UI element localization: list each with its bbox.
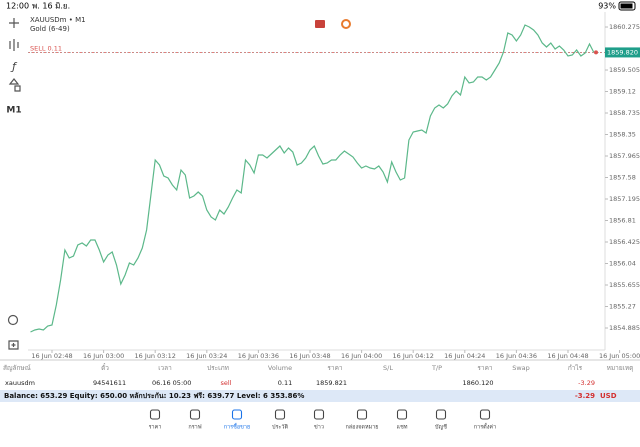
price-line-series <box>30 24 595 333</box>
tab-label[interactable]: ราคา <box>149 425 162 431</box>
tab-icon[interactable] <box>435 409 447 420</box>
tab-label[interactable]: การตั้งค่า <box>474 423 496 431</box>
y-tick-label: 1857.58 <box>609 174 636 182</box>
cell-volume[interactable]: 0.11 <box>278 379 292 387</box>
left-toolbar: ƒ M1 <box>6 18 22 350</box>
x-tick-label: 16 Jun 04:12 <box>393 352 434 360</box>
add-tool[interactable] <box>8 340 19 350</box>
y-tick-label: 1855.655 <box>609 281 640 289</box>
current-price-label: 1859.820 <box>607 48 638 56</box>
cell-current-price[interactable]: 1860.120 <box>462 379 493 387</box>
zoom-tool[interactable] <box>7 314 19 326</box>
total-profit: -3.29 <box>575 392 595 400</box>
chart-description: Gold (6-49) <box>30 25 70 33</box>
tab-icon[interactable] <box>231 409 243 420</box>
function-tool[interactable]: ƒ <box>10 60 18 73</box>
y-tick-label: 1860.275 <box>609 23 640 31</box>
y-tick-label: 1859.505 <box>609 66 640 74</box>
column-header: ตั๋ว <box>101 363 109 372</box>
column-header: กำไร <box>568 364 583 372</box>
column-header: S/L <box>383 364 393 372</box>
x-tick-label: 16 Jun 03:00 <box>83 352 124 360</box>
column-header: Volume <box>268 364 292 372</box>
x-tick-label: 16 Jun 03:24 <box>186 352 227 360</box>
tab-icon[interactable] <box>356 409 368 420</box>
cell-profit[interactable]: -3.29 <box>578 379 595 387</box>
battery-icon <box>618 1 636 11</box>
order-label: SELL 0.11 <box>30 44 62 52</box>
timeframe-button[interactable]: M1 <box>6 106 21 116</box>
tab-icon[interactable] <box>313 409 325 420</box>
column-header: T/P <box>431 364 442 372</box>
status-time: 12:00 <box>6 2 29 11</box>
column-header: ราคา <box>477 364 492 372</box>
tab-label[interactable]: กราฟ <box>188 424 201 431</box>
tab-icon[interactable] <box>149 409 161 420</box>
order-marker <box>594 50 598 55</box>
x-tick-label: 16 Jun 03:36 <box>238 352 279 360</box>
tab-label[interactable]: กล่องจดหมาย <box>345 425 378 431</box>
summary-bar <box>0 390 640 402</box>
x-tick-label: 16 Jun 02:48 <box>31 352 72 360</box>
x-tick-label: 16 Jun 03:12 <box>135 352 176 360</box>
tab-icon[interactable] <box>274 409 286 420</box>
tab-icon[interactable] <box>479 409 491 420</box>
cell-type[interactable]: sell <box>221 379 232 387</box>
signal-icon[interactable] <box>341 19 351 29</box>
current-price-box <box>605 47 640 58</box>
status-date: พ. 16 มิ.ย. <box>32 2 70 11</box>
y-tick-label: 1856.425 <box>609 238 640 246</box>
tab-icon[interactable] <box>396 409 408 420</box>
tab-label[interactable]: แชท <box>397 424 408 431</box>
cell-ticket[interactable]: 94541611 <box>93 379 126 387</box>
trade-table: สัญลักษณ์ ตั๋ว เวลา ประเภท Volume ราคา S/L T/P ร… <box>3 363 633 387</box>
x-tick-label: 16 Jun 05:00 <box>599 352 640 360</box>
trade-icon[interactable] <box>315 20 325 28</box>
objects-tool[interactable] <box>8 78 21 92</box>
tab-icon[interactable] <box>189 409 201 420</box>
cell-time[interactable]: 06.16 05:00 <box>152 379 191 387</box>
y-tick-label: 1856.04 <box>609 260 636 268</box>
account-summary: Balance: 653.29 Equity: 650.00 หลักประกั… <box>4 392 304 400</box>
tab-label[interactable]: การซื้อขาย <box>224 423 250 431</box>
cell-symbol[interactable]: xauusdm <box>5 379 35 387</box>
battery-percent: 93% <box>598 2 616 11</box>
cell-price[interactable]: 1859.821 <box>316 379 347 387</box>
column-header: Swap <box>512 364 530 372</box>
tab-bar: ราคา กราฟ การซื้อขาย ประวัติ ข่าว กล่องจดหมาย… <box>149 409 496 431</box>
x-tick-label: 16 Jun 04:36 <box>496 352 537 360</box>
x-tick-label: 16 Jun 04:48 <box>547 352 588 360</box>
y-tick-label: 1856.81 <box>609 217 636 225</box>
battery-level <box>620 3 633 9</box>
x-tick-label: 16 Jun 04:24 <box>444 352 485 360</box>
x-tick-label: 16 Jun 03:48 <box>289 352 330 360</box>
y-tick-label: 1857.195 <box>609 195 640 203</box>
chart: 1854.885 1855.27 1855.655 1856.04 1856.425 18… <box>28 23 640 360</box>
tab-label[interactable]: บัญชี <box>435 424 447 431</box>
column-header: เวลา <box>158 364 172 372</box>
chart-symbol: XAUUSDm • M1 <box>30 16 86 24</box>
y-tick-label: 1858.735 <box>609 109 640 117</box>
crosshair-tool[interactable] <box>9 18 19 28</box>
indicator-tool[interactable] <box>9 39 19 51</box>
tab-label[interactable]: ประวัติ <box>272 424 288 431</box>
y-tick-label: 1857.965 <box>609 152 640 160</box>
x-tick-label: 16 Jun 04:00 <box>341 352 382 360</box>
y-tick-label: 1855.27 <box>609 303 636 311</box>
tab-label[interactable]: ข่าว <box>314 425 324 431</box>
column-header: สัญลักษณ์ <box>3 364 31 372</box>
column-header: ราคา <box>327 364 342 372</box>
currency: USD <box>600 392 617 400</box>
column-header: ประเภท <box>207 364 229 372</box>
column-header: หมายเหตุ <box>607 364 634 372</box>
y-tick-label: 1859.12 <box>609 88 636 96</box>
y-tick-label: 1858.35 <box>609 131 636 139</box>
y-tick-label: 1854.885 <box>609 324 640 332</box>
